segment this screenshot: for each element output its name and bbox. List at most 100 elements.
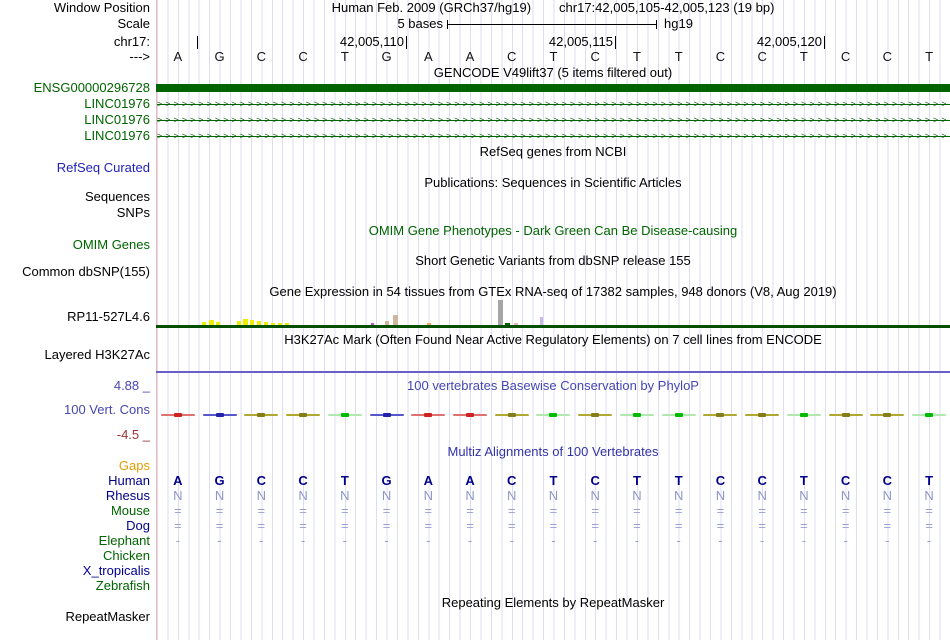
refseq-curated-label[interactable]: RefSeq Curated	[56, 160, 150, 175]
multiz-species-label[interactable]: Mouse	[110, 503, 150, 518]
gtex-tissue-bar[interactable]	[216, 322, 220, 325]
base-letter: C	[298, 49, 308, 64]
multiz-base-cell: N	[381, 488, 392, 503]
gtex-tissue-bar[interactable]	[264, 322, 268, 325]
multiz-species-label[interactable]: Elephant	[98, 533, 150, 548]
multiz-species-label[interactable]: Zebrafish	[95, 578, 150, 593]
multiz-base-cell: =	[174, 518, 182, 533]
multiz-base-cell: T	[799, 473, 808, 488]
gtex-tissue-bar[interactable]	[257, 321, 261, 325]
gtex-tissue-bar[interactable]	[498, 300, 503, 325]
gtex-tissue-bar[interactable]	[243, 319, 248, 325]
gtex-tissue-bar[interactable]	[209, 320, 214, 325]
scale-genome-text: hg19	[664, 16, 693, 31]
gtex-tissue-bar[interactable]	[202, 322, 206, 325]
gene-exon-box[interactable]	[156, 84, 950, 92]
base-letter: C	[590, 49, 600, 64]
phylop-track-label[interactable]: 100 Vert. Cons	[64, 402, 150, 417]
gencode-item-label[interactable]: LINC01976	[84, 96, 150, 111]
multiz-base-cell: -	[217, 533, 222, 548]
snps-label[interactable]: SNPs	[116, 205, 150, 220]
phylop-base-score	[533, 409, 575, 421]
multiz-base-cell: -	[551, 533, 556, 548]
gtex-tissue-bar[interactable]	[505, 323, 510, 325]
gtex-tissue-bar[interactable]	[427, 323, 431, 325]
multiz-base-cell: -	[634, 533, 640, 548]
multiz-base-cell: =	[674, 503, 683, 518]
multiz-base-cell: A	[423, 473, 433, 488]
multiz-base-cell: N	[423, 488, 433, 503]
multiz-alignment-row[interactable]: = = = = = = = = = = = = = = = = = = =	[157, 504, 950, 518]
gtex-tissue-bar[interactable]	[271, 323, 275, 325]
multiz-base-cell: =	[883, 503, 892, 518]
gencode-item-label[interactable]: LINC01976	[84, 112, 150, 127]
base-letter: A	[423, 49, 433, 64]
h3k27ac-label[interactable]: Layered H3K27Ac	[44, 347, 150, 362]
phylop-base-score	[157, 409, 199, 421]
multiz-species-label[interactable]: Chicken	[103, 548, 150, 563]
gtex-tissue-bar[interactable]	[237, 321, 241, 325]
multiz-track-title: Multiz Alignments of 100 Vertebrates	[447, 444, 659, 459]
repeatmasker-label[interactable]: RepeatMasker	[65, 609, 150, 624]
multiz-alignment-row[interactable]: -------------------	[157, 534, 950, 548]
omim-track-title: OMIM Gene Phenotypes - Dark Green Can Be…	[368, 223, 738, 238]
chrom-label: chr17:	[113, 34, 150, 49]
base-letter: T	[799, 49, 808, 64]
h3k27ac-baseline	[156, 371, 950, 373]
multiz-base-cell: N	[882, 488, 893, 503]
base-letter: C	[882, 49, 893, 64]
gtex-gene-label[interactable]: RP11-527L4.6	[67, 309, 150, 324]
gtex-tissue-bar[interactable]	[250, 320, 254, 325]
multiz-species-label[interactable]: Gaps	[118, 458, 150, 473]
gene-intron-arrows[interactable]: >>>>>>>>>>>>>>>>>>>>>>>>>>>>>>>>>>>>>>>>…	[157, 100, 950, 109]
gencode-item-label[interactable]: ENSG00000296728	[33, 80, 150, 95]
multiz-base-cell: T	[632, 473, 641, 488]
phylop-base-score	[700, 409, 742, 421]
gtex-tissue-bar[interactable]	[278, 323, 282, 325]
phylop-wiggle-row[interactable]	[157, 409, 950, 421]
gene-intron-arrows[interactable]: >>>>>>>>>>>>>>>>>>>>>>>>>>>>>>>>>>>>>>>>…	[157, 116, 950, 125]
multiz-species-label[interactable]: X_tropicalis	[82, 563, 150, 578]
multiz-base-cell: =	[841, 518, 850, 533]
multiz-base-cell: -	[300, 533, 306, 548]
multiz-species-label[interactable]: Rhesus	[105, 488, 150, 503]
multiz-base-cell: -	[342, 533, 347, 548]
gtex-tissue-bar[interactable]	[514, 323, 518, 325]
multiz-base-cell: =	[549, 503, 558, 518]
base-letter: T	[674, 49, 683, 64]
dbsnp-label[interactable]: Common dbSNP(155)	[22, 264, 150, 279]
multiz-alignment-row[interactable]: = = = = = = = = = = = = = = = = = = =	[157, 519, 950, 533]
omim-genes-label[interactable]: OMIM Genes	[72, 237, 150, 252]
multiz-base-cell: =	[341, 503, 349, 518]
multiz-base-cell: =	[466, 503, 474, 518]
multiz-species-label[interactable]: Human	[108, 473, 150, 488]
phylop-base-score	[407, 409, 449, 421]
multiz-base-cell: -	[676, 533, 681, 548]
multiz-base-cell: N	[548, 488, 559, 503]
gencode-track-title: GENCODE V49lift37 (5 items filtered out)	[433, 65, 673, 80]
multiz-base-cell: T	[340, 473, 349, 488]
multiz-base-cell: =	[758, 518, 766, 533]
coordinate-tick	[824, 36, 825, 49]
gtex-tissue-bar[interactable]	[371, 323, 374, 325]
sequences-label[interactable]: Sequences	[84, 189, 150, 204]
gtex-tissue-bar[interactable]	[393, 315, 398, 325]
multiz-species-label[interactable]: Dog	[126, 518, 150, 533]
phylop-base-score	[616, 409, 658, 421]
gtex-tissue-bar[interactable]	[285, 323, 289, 325]
gtex-tissue-bar[interactable]	[540, 317, 543, 325]
base-letter: T	[340, 49, 349, 64]
multiz-base-cell: T	[925, 473, 934, 488]
coordinate-tick	[615, 36, 616, 49]
gene-intron-arrows[interactable]: >>>>>>>>>>>>>>>>>>>>>>>>>>>>>>>>>>>>>>>>…	[157, 132, 950, 141]
coordinate-tick-label: 42,005,110	[339, 34, 404, 49]
gtex-tissue-bar[interactable]	[385, 321, 389, 325]
gtex-gene-model-line[interactable]	[156, 325, 950, 328]
multiz-base-cell: G	[381, 473, 392, 488]
coordinate-tick-label: 42,005,120	[756, 34, 822, 49]
phylop-base-score	[741, 409, 783, 421]
gencode-item-label[interactable]: LINC01976	[84, 128, 150, 143]
multiz-base-cell: -	[509, 533, 514, 548]
